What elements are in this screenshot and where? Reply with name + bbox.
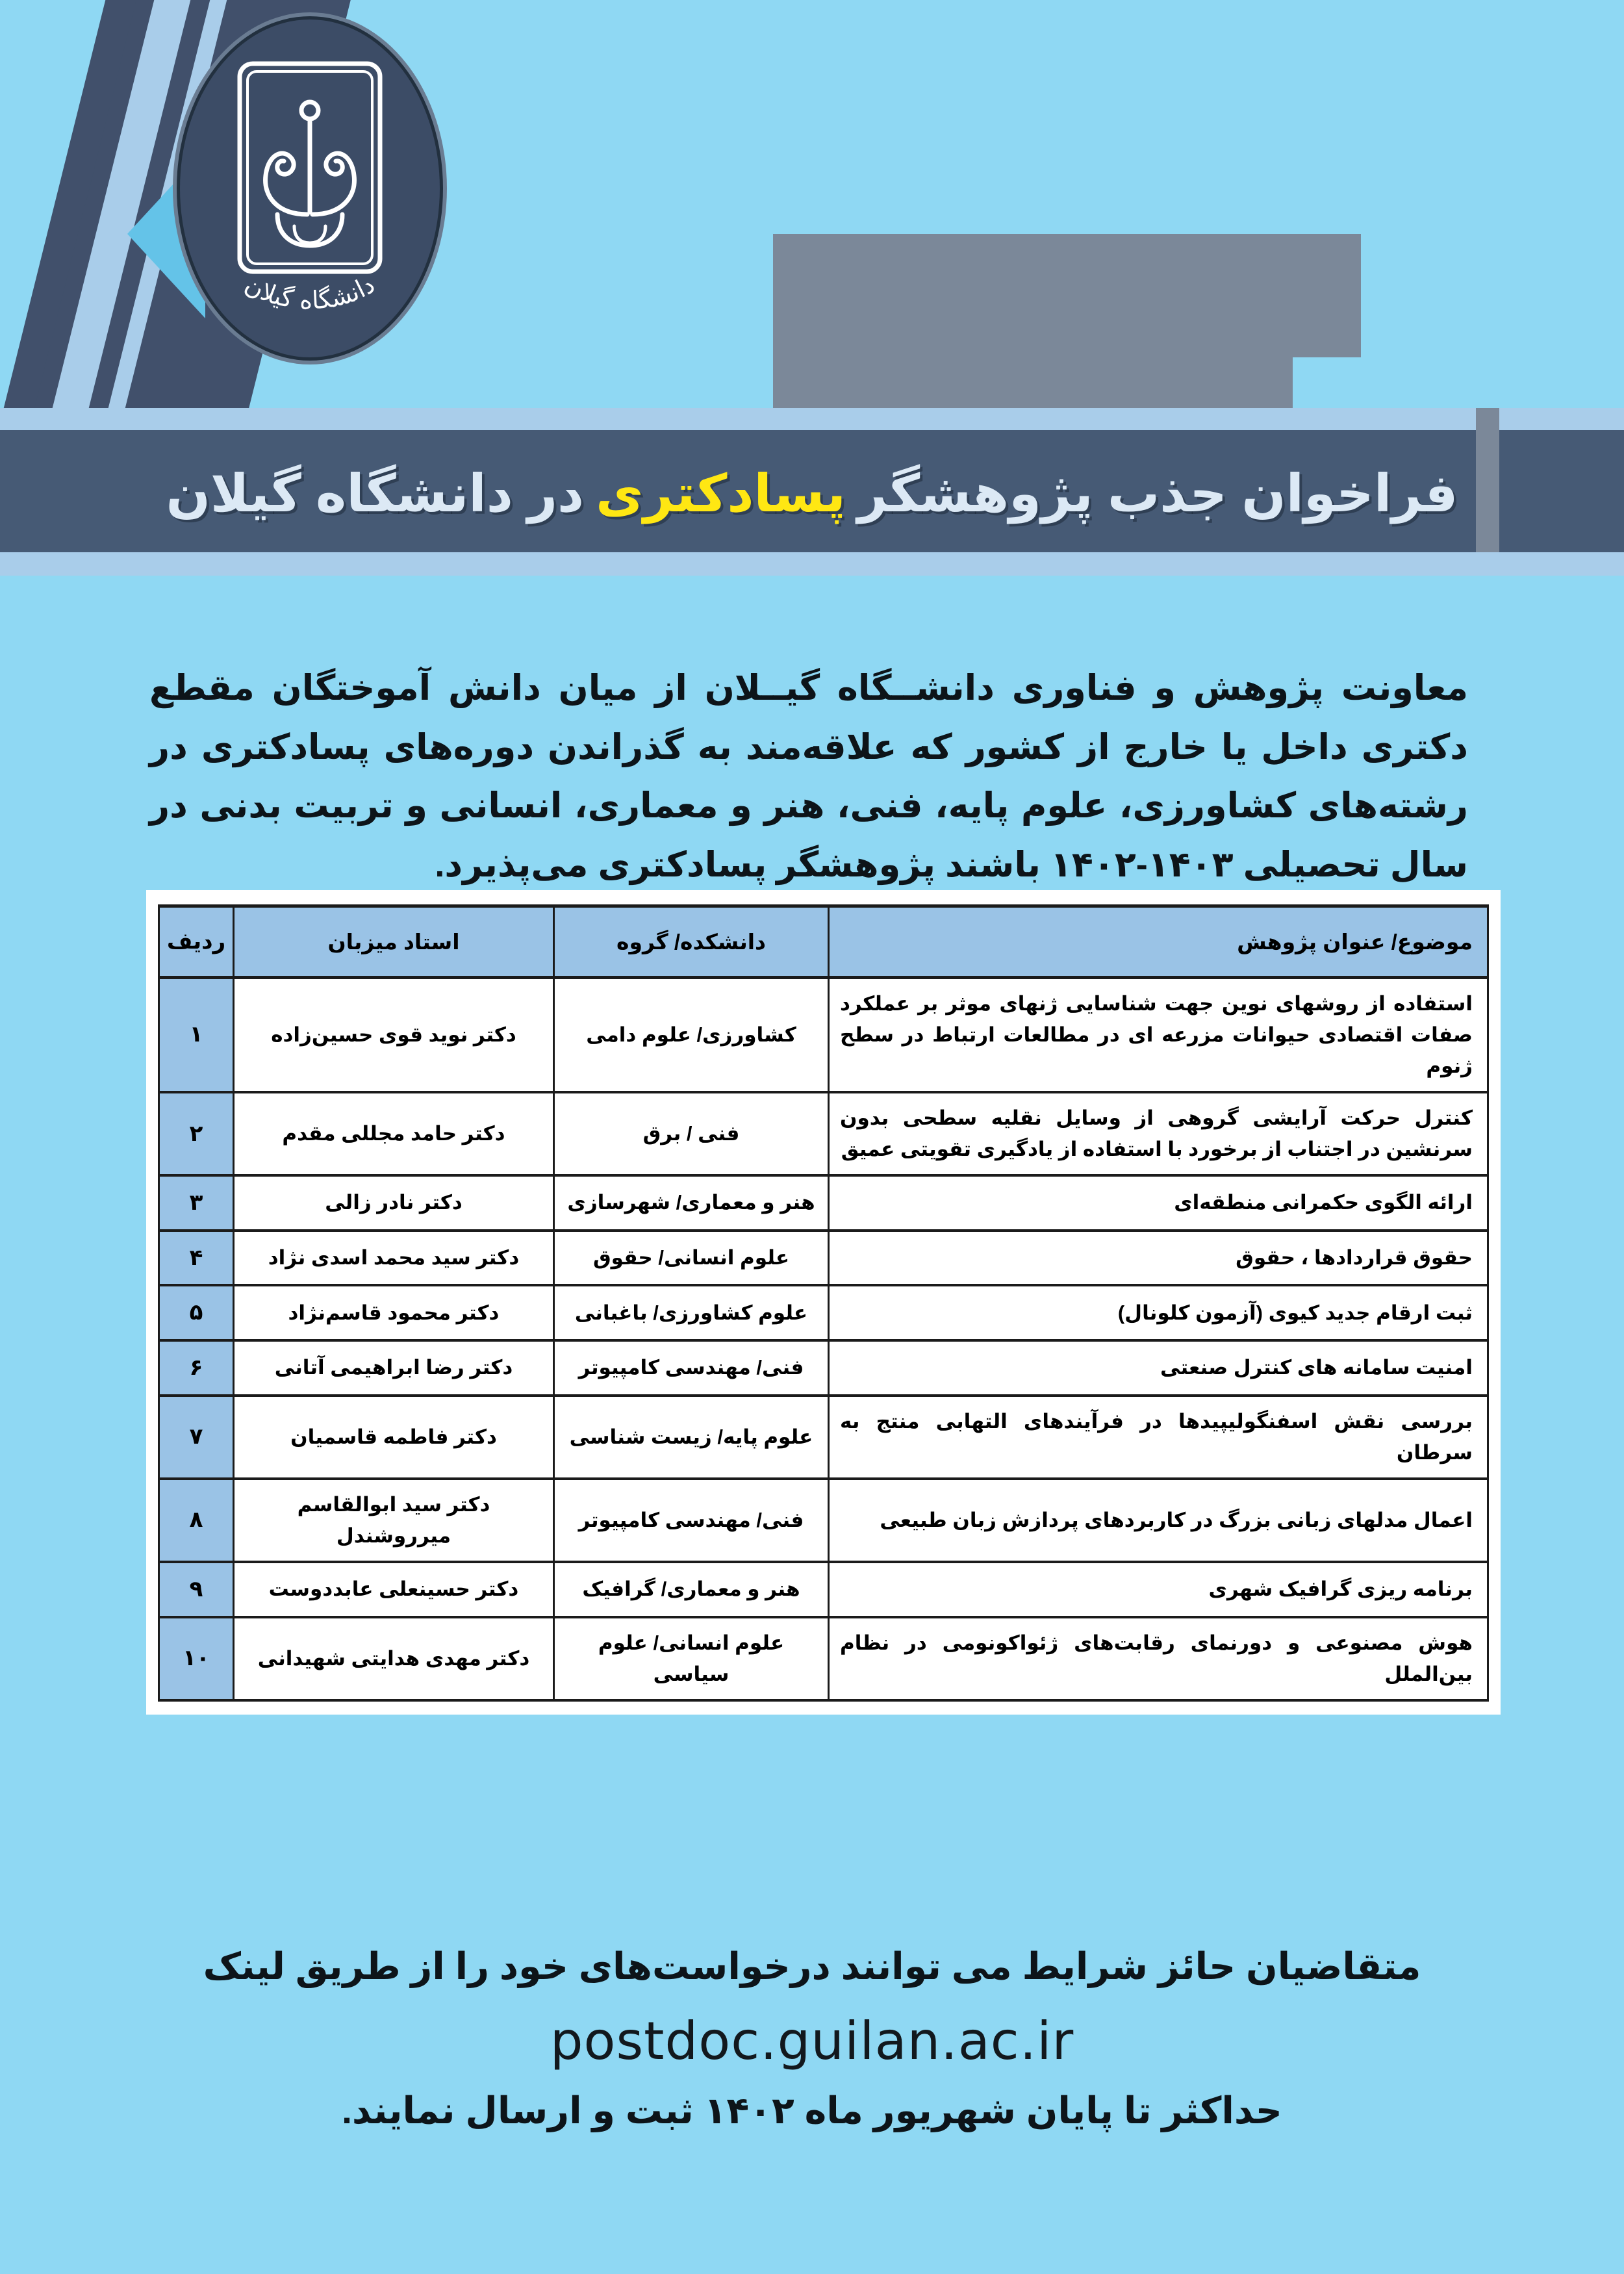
cell-topic: بررسی نقش اسفنگولیپیدها در فرآیندهای الت… (828, 1394, 1489, 1480)
cell-professor: دکتر سید ابوالقاسم میرروشندل (233, 1477, 555, 1563)
cell-professor: دکتر حسینعلی عابددوست (233, 1560, 555, 1618)
cell-number: ۳ (158, 1173, 235, 1232)
decor-top-left-dark-bar (1, 0, 161, 416)
col-header-professor: استاد میزبان (233, 904, 555, 979)
table-row: ثبت ارقام جدید کیوی (آزمون کلونال) علوم … (158, 1284, 1489, 1342)
col-header-faculty: دانشکده/ گروه (553, 904, 830, 979)
cell-professor: دکتر نادر زالی (233, 1173, 555, 1232)
positions-table: موضوع/ عنوان پژوهش دانشکده/ گروه استاد م… (158, 904, 1489, 1702)
table-row: کنترل حرکت آرایشی گروهی از وسایل نقلیه س… (158, 1090, 1489, 1177)
table-row: هوش مصنوعی و دورنمای رقابت‌های ژئواکونوم… (158, 1615, 1489, 1702)
cell-faculty: فنی/ مهندسی کامپیوتر (553, 1477, 830, 1563)
cell-topic: اعمال مدلهای زبانی بزرگ در کاربردهای پرد… (828, 1477, 1489, 1563)
logo-caption: دانشگاه گیلان (240, 270, 380, 314)
cell-professor: دکتر سید محمد اسدی نژاد (233, 1229, 555, 1287)
positions-table-container: موضوع/ عنوان پژوهش دانشکده/ گروه استاد م… (146, 890, 1501, 1715)
title-part-2: در دانشگاه گیلان (166, 464, 585, 522)
decor-grey-block-2 (1270, 234, 1361, 357)
cell-number: ۵ (158, 1284, 235, 1342)
guilan-university-emblem-icon: دانشگاه گیلان (237, 61, 383, 314)
title-part-1: فراخوان جذب پژوهشگر (857, 464, 1458, 522)
table-row: اعمال مدلهای زبانی بزرگ در کاربردهای پرد… (158, 1477, 1489, 1563)
cell-topic: حقوق قراردادها ، حقوق (828, 1229, 1489, 1287)
cell-faculty: فنی/ مهندسی کامپیوتر (553, 1338, 830, 1397)
footer-instruction-line-1: متقاضیان حائز شرایط می توانند درخواست‌ها… (203, 1946, 1421, 1987)
col-header-topic: موضوع/ عنوان پژوهش (828, 904, 1489, 979)
decor-grey-block (773, 234, 1293, 429)
cell-number: ۴ (158, 1229, 235, 1287)
poster-title: فراخوان جذب پژوهشگر پسادکتری در دانشگاه … (0, 433, 1624, 554)
cell-number: ۱۰ (158, 1615, 235, 1702)
cell-number: ۸ (158, 1477, 235, 1563)
cell-professor: دکتر مهدی هدایتی شهیدانی (233, 1615, 555, 1702)
cell-faculty: علوم انسانی/ حقوق (553, 1229, 830, 1287)
table-head: موضوع/ عنوان پژوهش دانشکده/ گروه استاد م… (158, 904, 1489, 979)
cell-professor: دکتر رضا ابراهیمی آتانی (233, 1338, 555, 1397)
intro-paragraph: معاونت پژوهش و فناوری دانشــگاه گیــلان … (149, 669, 1468, 885)
decor-header-band-top (0, 408, 1624, 430)
table-row: بررسی نقش اسفنگولیپیدها در فرآیندهای الت… (158, 1394, 1489, 1480)
cell-faculty: فنی / برق (553, 1090, 830, 1177)
cell-topic: استفاده از روشهای نوین جهت شناسایی ژنهای… (828, 976, 1489, 1093)
cell-topic: هوش مصنوعی و دورنمای رقابت‌های ژئواکونوم… (828, 1615, 1489, 1702)
cell-faculty: کشاورزی/ علوم دامی (553, 976, 830, 1093)
cell-topic: ثبت ارقام جدید کیوی (آزمون کلونال) (828, 1284, 1489, 1342)
cell-number: ۲ (158, 1090, 235, 1177)
cell-faculty: هنر و معماری/ گرافیک (553, 1560, 830, 1618)
cell-number: ۷ (158, 1394, 235, 1480)
table-header-row: موضوع/ عنوان پژوهش دانشکده/ گروه استاد م… (158, 904, 1489, 979)
cell-professor: دکتر فاطمه قاسمیان (233, 1394, 555, 1480)
cell-faculty: هنر و معماری/ شهرسازی (553, 1173, 830, 1232)
footer-deadline-line: حداکثر تا پایان شهریور ماه ۱۴۰۲ ثبت و ار… (342, 2090, 1282, 2132)
table-row: حقوق قراردادها ، حقوق علوم انسانی/ حقوق … (158, 1229, 1489, 1287)
table-row: برنامه ریزی گرافیک شهری هنر و معماری/ گر… (158, 1560, 1489, 1618)
cell-professor: دکتر محمود قاسم‌نژاد (233, 1284, 555, 1342)
cell-professor: دکتر حامد مجللی مقدم (233, 1090, 555, 1177)
cell-number: ۱ (158, 976, 235, 1093)
decor-header-band-bottom (0, 552, 1624, 576)
cell-faculty: علوم پایه/ زیست شناسی (553, 1394, 830, 1480)
table-row: ارائه الگوی حکمرانی منطقه‌ای هنر و معمار… (158, 1173, 1489, 1232)
cell-professor: دکتر نوید قوی حسین‌زاده (233, 976, 555, 1093)
col-header-number: ردیف (158, 904, 235, 979)
application-link[interactable]: postdoc.guilan.ac.ir (550, 2011, 1074, 2072)
cell-topic: ارائه الگوی حکمرانی منطقه‌ای (828, 1173, 1489, 1232)
cell-topic: برنامه ریزی گرافیک شهری (828, 1560, 1489, 1618)
cell-number: ۹ (158, 1560, 235, 1618)
university-logo: دانشگاه گیلان (177, 16, 443, 361)
table-body: استفاده از روشهای نوین جهت شناسایی ژنهای… (158, 976, 1489, 1702)
decor-top-left-light-stripe-1 (47, 0, 197, 429)
cell-topic: امنیت سامانه های کنترل صنعتی (828, 1338, 1489, 1397)
footer: متقاضیان حائز شرایط می توانند درخواست‌ها… (0, 1943, 1624, 2135)
cell-number: ۶ (158, 1338, 235, 1397)
cell-faculty: علوم انسانی/ علوم سیاسی (553, 1615, 830, 1702)
table-row: استفاده از روشهای نوین جهت شناسایی ژنهای… (158, 976, 1489, 1093)
cell-topic: کنترل حرکت آرایشی گروهی از وسایل نقلیه س… (828, 1090, 1489, 1177)
cell-faculty: علوم کشاورزی/ باغبانی (553, 1284, 830, 1342)
table-row: امنیت سامانه های کنترل صنعتی فنی/ مهندسی… (158, 1338, 1489, 1397)
title-highlight-postdoc: پسادکتری (596, 464, 846, 522)
